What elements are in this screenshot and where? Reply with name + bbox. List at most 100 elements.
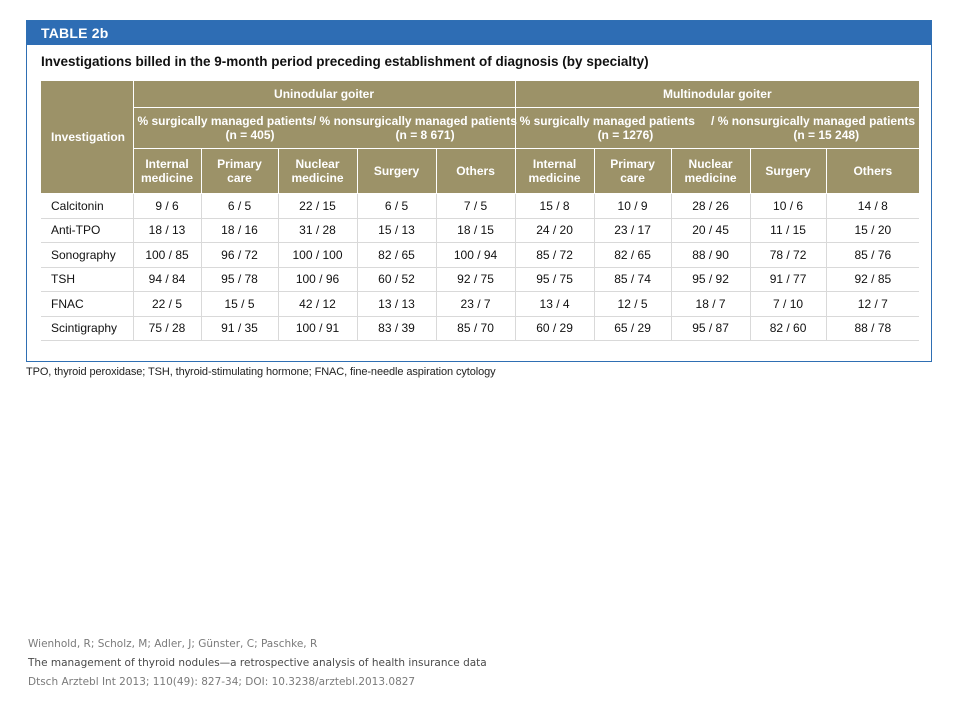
table-cell: 92 / 75 (436, 267, 516, 292)
subheader-right-label: / % nonsurgically managed patients (711, 114, 916, 128)
table-cell: 85 / 70 (436, 316, 516, 341)
table-cell: 95 / 92 (671, 267, 751, 292)
table-cell: 24 / 20 (515, 218, 595, 243)
table-cell: 94 / 84 (133, 267, 202, 292)
specialty-header: Others (436, 148, 516, 194)
data-table: Investigation Uninodular goiter Multinod… (41, 81, 920, 341)
specialty-header: Internal medicine (515, 148, 595, 194)
table-cell: 22 / 5 (133, 291, 202, 317)
row-label: TSH (41, 267, 134, 292)
table-cell: 9 / 6 (133, 193, 202, 219)
specialty-line: Surgery (765, 164, 811, 178)
table-cell: 15 / 8 (515, 193, 595, 219)
table-cell: 75 / 28 (133, 316, 202, 341)
group-header-multinodular: Multinodular goiter (515, 81, 920, 108)
table-title: Investigations billed in the 9-month per… (41, 54, 649, 69)
table-cell: 91 / 77 (750, 267, 827, 292)
table-cell: 100 / 91 (278, 316, 358, 341)
table-cell: 42 / 12 (278, 291, 358, 317)
citation-authors: Wienhold, R; Scholz, M; Adler, J; Günste… (28, 638, 318, 650)
table-cell: 13 / 4 (515, 291, 595, 317)
group-header-uninodular: Uninodular goiter (133, 81, 516, 108)
table-cell: 100 / 94 (436, 242, 516, 268)
specialty-line: Primary (217, 157, 262, 171)
row-label: Anti-TPO (41, 218, 134, 243)
table-cell: 65 / 29 (594, 316, 672, 341)
specialty-line: Internal (145, 157, 189, 171)
specialty-line: medicine (528, 171, 581, 185)
table-cell: 82 / 65 (594, 242, 672, 268)
subheader-right-n: (n = 15 248) (793, 128, 860, 142)
table-cell: 100 / 100 (278, 242, 358, 268)
table-row: TSH 94 / 84 95 / 78 100 / 96 60 / 52 92 / 75 9… (41, 267, 920, 292)
table-cell: 7 / 10 (750, 291, 827, 317)
specialty-line: Surgery (373, 164, 420, 178)
specialty-line: Others (456, 164, 495, 178)
investigation-header: Investigation (41, 81, 134, 194)
table-cell: 11 / 15 (750, 218, 827, 243)
specialty-line: Nuclear (295, 157, 340, 171)
table-cell: 60 / 52 (357, 267, 437, 292)
table-cell: 95 / 78 (201, 267, 279, 292)
table-cell: 82 / 65 (357, 242, 437, 268)
table-cell: 78 / 72 (750, 242, 827, 268)
table-cell: 12 / 5 (594, 291, 672, 317)
table-cell: 85 / 74 (594, 267, 672, 292)
table-cell: 13 / 13 (357, 291, 437, 317)
subheader-multinodular: % surgically managed patients / % nonsur… (515, 107, 920, 149)
table-cell: 31 / 28 (278, 218, 358, 243)
table-cell: 18 / 7 (671, 291, 751, 317)
subheader-right-label: / % nonsurgically managed patients (312, 114, 517, 128)
specialty-line: Others (853, 164, 893, 178)
table-cell: 83 / 39 (357, 316, 437, 341)
table-cell: 10 / 9 (594, 193, 672, 219)
table-cell: 20 / 45 (671, 218, 751, 243)
table-cell: 14 / 8 (826, 193, 920, 219)
table-cell: 10 / 6 (750, 193, 827, 219)
specialty-line: Internal (532, 157, 577, 171)
table-cell: 88 / 78 (826, 316, 920, 341)
citation-title: The management of thyroid nodules—a retr… (28, 657, 487, 669)
table-cell: 15 / 20 (826, 218, 920, 243)
table-cell: 6 / 5 (357, 193, 437, 219)
row-label: Scintigraphy (41, 316, 134, 341)
table-cell: 18 / 16 (201, 218, 279, 243)
table-cell: 95 / 75 (515, 267, 595, 292)
subheader-left-n: (n = 405) (225, 128, 275, 142)
table-cell: 6 / 5 (201, 193, 279, 219)
table-row: Scintigraphy 75 / 28 91 / 35 100 / 91 83 / 3… (41, 316, 920, 341)
table-cell: 18 / 15 (436, 218, 516, 243)
specialty-line: Nuclear (688, 157, 733, 171)
specialty-line: medicine (140, 171, 194, 185)
specialty-header: Nuclear medicine (278, 148, 358, 194)
table-cell: 95 / 87 (671, 316, 751, 341)
subheader-uninodular: % surgically managed patients / % nonsur… (133, 107, 517, 149)
row-label: Sonography (41, 242, 134, 268)
specialty-header: Others (826, 148, 920, 194)
specialty-line: care (620, 171, 645, 185)
specialty-header: Internal medicine (133, 148, 202, 194)
subheader-right-n: (n = 8 671) (395, 128, 455, 142)
table-cell: 22 / 15 (278, 193, 358, 219)
specialty-header: Surgery (750, 148, 827, 194)
specialty-line: medicine (684, 171, 737, 185)
table-cell: 91 / 35 (201, 316, 279, 341)
specialty-line: care (227, 171, 252, 185)
table-row: Anti-TPO 18 / 13 18 / 16 31 / 28 15 / 13 18 /… (41, 218, 920, 243)
table-cell: 15 / 13 (357, 218, 437, 243)
table-cell: 88 / 90 (671, 242, 751, 268)
subheader-left-label: % surgically managed patients (519, 114, 695, 128)
table-cell: 85 / 76 (826, 242, 920, 268)
table-cell: 100 / 85 (133, 242, 202, 268)
table-cell: 15 / 5 (201, 291, 279, 317)
specialty-header: Primary care (594, 148, 672, 194)
table-cell: 85 / 72 (515, 242, 595, 268)
specialty-line: Primary (610, 157, 655, 171)
table-cell: 92 / 85 (826, 267, 920, 292)
table-cell: 7 / 5 (436, 193, 516, 219)
subheader-left-n: (n = 1276) (597, 128, 654, 142)
citation-source: Dtsch Arztebl Int 2013; 110(49): 827-34;… (28, 676, 416, 688)
citation: Wienhold, R; Scholz, M; Adler, J; Günste… (28, 635, 487, 692)
table-cell: 96 / 72 (201, 242, 279, 268)
